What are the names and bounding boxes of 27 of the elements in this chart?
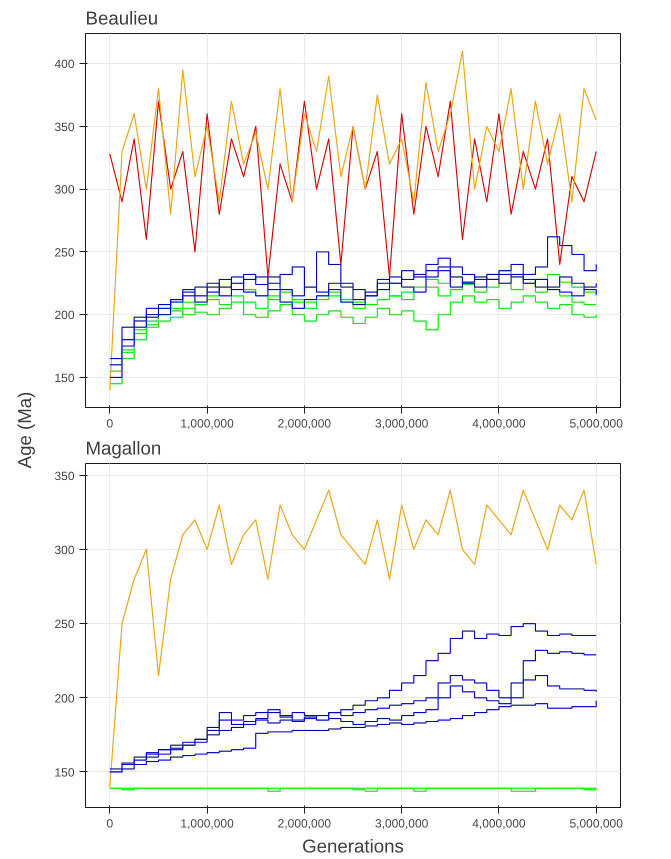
x-tick-label: 3,000,000 (374, 416, 429, 430)
x-tick-label: 1,000,000 (180, 416, 234, 430)
y-tick-label: 150 (54, 765, 75, 780)
x-tick-label: 1,000,000 (180, 816, 234, 830)
x-tick-label: 4,000,000 (472, 816, 526, 830)
x-tick-label: 5,000,000 (569, 416, 624, 430)
x-tick-label: 0 (106, 816, 114, 830)
y-tick-label: 250 (54, 245, 75, 260)
x-tick-label: 4,000,000 (472, 416, 526, 430)
y-tick-label: 300 (54, 182, 75, 197)
x-tick-label: 3,000,000 (374, 816, 429, 830)
x-tick-label: 2,000,000 (278, 816, 332, 830)
x-tick-label: 5,000,000 (569, 816, 624, 830)
x-tick-label: 2,000,000 (278, 416, 332, 430)
chart-title: Beaulieu (86, 8, 158, 28)
y-tick-label: 300 (54, 543, 75, 557)
y-axis-title: Age (Ma) (14, 392, 35, 468)
y-tick-label: 200 (54, 308, 75, 322)
y-tick-label: 350 (54, 468, 75, 483)
chart-title: Magallon (86, 438, 162, 458)
y-tick-label: 400 (54, 57, 75, 72)
x-tick-label: 0 (106, 416, 114, 430)
y-tick-label: 200 (54, 691, 75, 706)
y-tick-label: 250 (54, 617, 75, 632)
y-tick-label: 350 (54, 120, 75, 134)
y-tick-label: 150 (54, 370, 75, 385)
x-axis-title: Generations (302, 836, 404, 856)
